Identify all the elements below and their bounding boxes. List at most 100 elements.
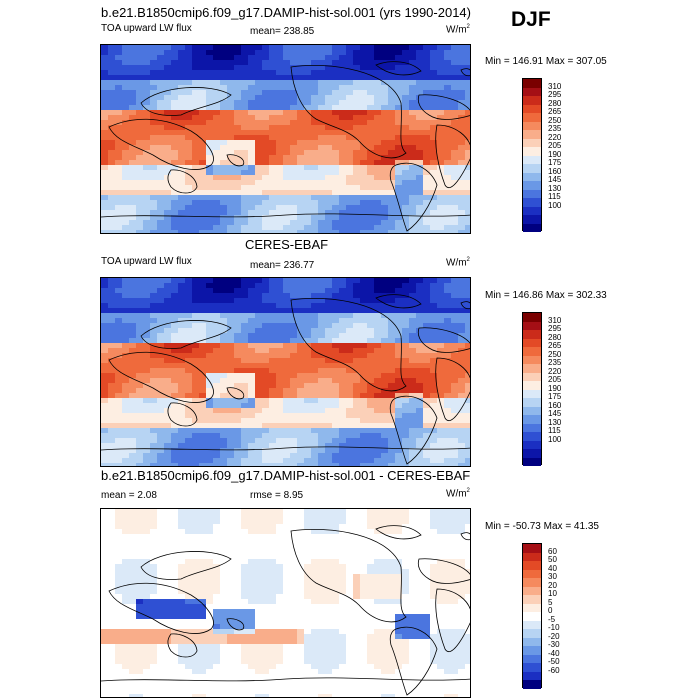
colorbar-segment [523, 104, 541, 113]
colorbar-segment [523, 347, 541, 356]
colorbar-tick-label: 50 [548, 555, 557, 564]
colorbar-segment [523, 96, 541, 105]
panel-1-mean-label: mean= 238.85 [250, 26, 315, 37]
colorbar-tick-label: 20 [548, 580, 557, 590]
colorbar-tick-label: 5 [548, 597, 553, 607]
colorbar-segment [523, 87, 541, 96]
colorbar-tick-label: 160 [548, 400, 562, 410]
colorbar-tick-label: 175 [548, 158, 562, 167]
panel-3-mean-label: mean = 2.08 [101, 490, 157, 501]
field-cells [101, 509, 470, 697]
colorbar-tick-label: 235 [548, 124, 562, 133]
colorbar-tick-label: 190 [548, 383, 562, 393]
colorbar-segment [523, 364, 541, 373]
colorbar-segment [523, 138, 541, 147]
colorbar-box [522, 312, 542, 466]
colorbar-tick-label: 145 [548, 175, 562, 184]
panel-2-mean-label: mean= 236.77 [250, 260, 315, 271]
panel-3-map [100, 508, 471, 698]
colorbar-tick-label: 205 [548, 375, 562, 384]
colorbar-segment [523, 671, 541, 680]
colorbar-tick-label: 130 [548, 183, 562, 193]
colorbar-tick-label: 250 [548, 349, 562, 359]
colorbar-tick-label: 265 [548, 341, 562, 350]
colorbar-segment [523, 198, 541, 207]
colorbar-tick-label: 310 [548, 81, 562, 91]
colorbar-tick-label: 220 [548, 132, 562, 142]
colorbar-segment [523, 586, 541, 595]
colorbar-tick-label: 130 [548, 417, 562, 427]
coastlines [101, 525, 470, 696]
colorbar-tick-label: 60 [548, 546, 557, 556]
colorbar-tick-label: 250 [548, 115, 562, 125]
coastlines [101, 61, 470, 232]
panel-2-minmax: Min = 146.86 Max = 302.33 [485, 290, 607, 301]
colorbar-segment [523, 637, 541, 646]
colorbar-segment [523, 172, 541, 181]
colorbar-tick-label: -30 [548, 640, 560, 649]
colorbar-tick-label: 190 [548, 149, 562, 159]
map-svg [101, 45, 470, 233]
colorbar-segment [523, 206, 541, 215]
colorbar-tick-label: 0 [548, 606, 553, 615]
colorbar-tick-label: 30 [548, 572, 557, 581]
colorbar-tick-label: 100 [548, 200, 562, 210]
colorbar-segment [523, 654, 541, 663]
field-cells [101, 278, 470, 466]
colorbar-segment [523, 147, 541, 156]
colorbar-segment [523, 215, 541, 224]
panel-2-units: W/m2 [446, 257, 470, 269]
colorbar-segment [523, 164, 541, 173]
colorbar-segment [523, 113, 541, 122]
colorbar-segment [523, 381, 541, 390]
colorbar-segment [523, 663, 541, 672]
colorbar-segment [523, 423, 541, 432]
colorbar-tick-label: 265 [548, 107, 562, 116]
colorbar-segment [523, 620, 541, 629]
panel-1-title: b.e21.B1850cmip6.f09_g17.DAMIP-hist-sol.… [101, 5, 471, 20]
colorbar-tick-label: -20 [548, 631, 560, 641]
colorbar-tick-label: 115 [548, 426, 561, 435]
colorbar-box [522, 543, 542, 689]
panel-3-title: b.e21.B1850cmip6.f09_g17.DAMIP-hist-sol.… [101, 468, 471, 483]
colorbar-segment [523, 223, 541, 232]
panel-1-units: W/m2 [446, 24, 470, 36]
colorbar-segment [523, 457, 541, 466]
colorbar-segment [523, 355, 541, 364]
colorbar-segment [523, 449, 541, 458]
colorbar-tick-label: 10 [548, 589, 557, 598]
panel-3-rmse-label: rmse = 8.95 [250, 490, 304, 501]
colorbar-segment [523, 595, 541, 604]
colorbar-segment [523, 680, 541, 689]
colorbar-segment [523, 415, 541, 424]
colorbar-segment [523, 121, 541, 130]
coastlines [101, 294, 470, 465]
colorbar-segment [523, 406, 541, 415]
season-label: DJF [511, 8, 551, 31]
panel-3-units: W/m2 [446, 488, 470, 500]
panel-1-variable-label: TOA upward LW flux [101, 23, 192, 34]
colorbar-box [522, 78, 542, 232]
colorbar-segment [523, 646, 541, 655]
colorbar-segment [523, 189, 541, 198]
panel-2-title: CERES-EBAF [245, 237, 329, 252]
colorbar-tick-label: -10 [548, 623, 560, 632]
colorbar-segment [523, 330, 541, 339]
colorbar-segment [523, 561, 541, 570]
colorbar-tick-label: -50 [548, 657, 560, 666]
colorbar-segment [523, 338, 541, 347]
panel-1-map [100, 44, 471, 234]
colorbar-segment [523, 372, 541, 381]
colorbar-segment [523, 578, 541, 587]
colorbar-tick-label: 295 [548, 324, 562, 333]
panel-3-minmax: Min = -50.73 Max = 41.35 [485, 521, 599, 532]
colorbar-tick-label: -60 [548, 665, 560, 675]
colorbar-tick-label: 160 [548, 166, 562, 176]
colorbar-tick-label: 220 [548, 366, 562, 376]
field-cells [101, 45, 470, 233]
colorbar-segment [523, 79, 541, 88]
panel-2-map [100, 277, 471, 467]
colorbar-tick-label: -5 [548, 614, 556, 624]
panel-2-variable-label: TOA upward LW flux [101, 256, 192, 267]
colorbar-segment [523, 603, 541, 612]
